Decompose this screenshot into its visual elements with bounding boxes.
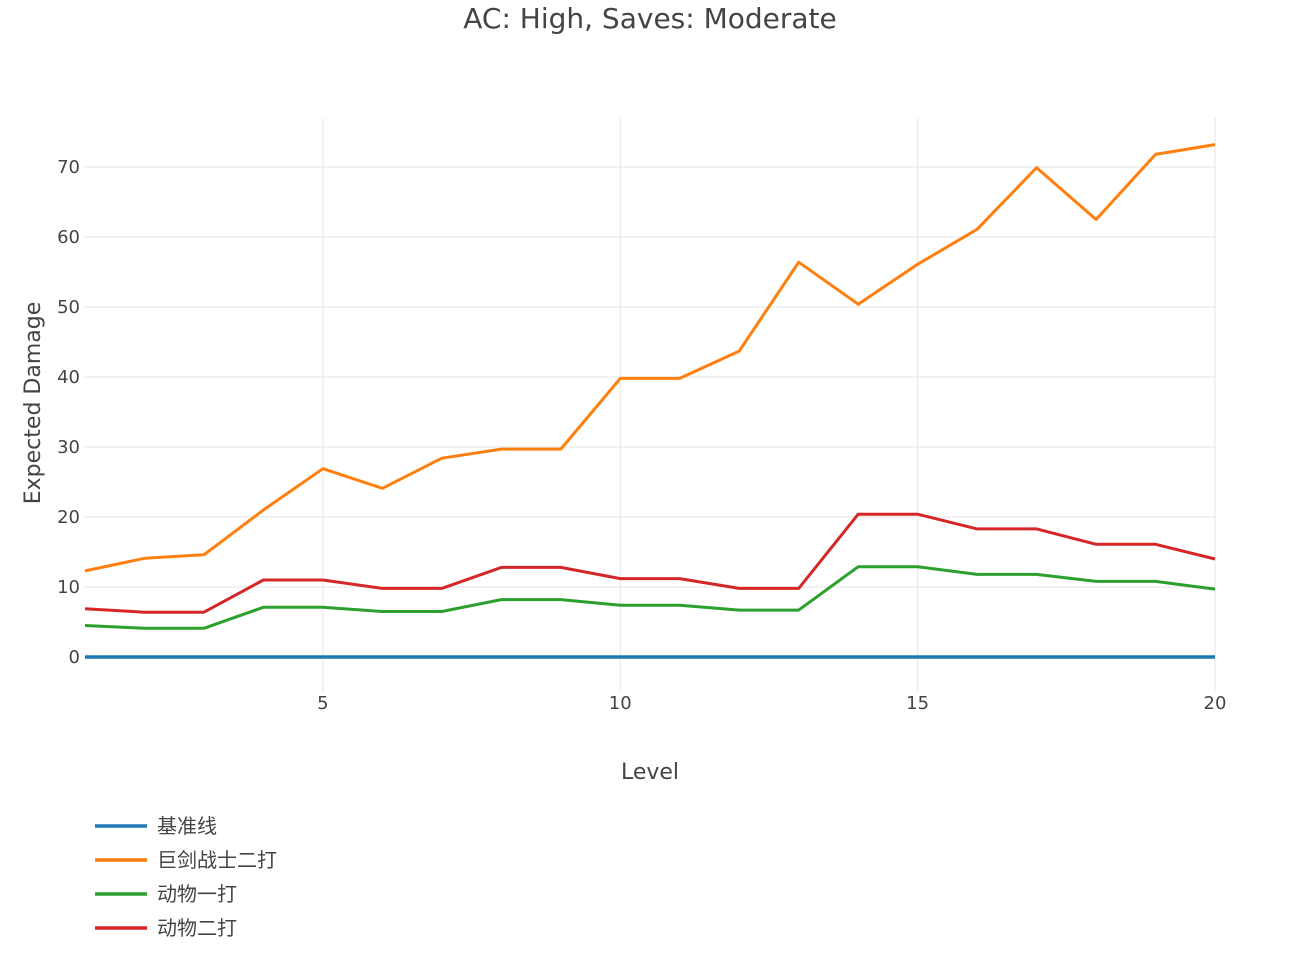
y-tick-label: 40 [57,367,80,388]
y-tick-label: 70 [57,157,80,178]
x-tick-label: 5 [317,693,328,714]
y-tick-label: 30 [57,437,80,458]
y-tick-label: 20 [57,507,80,528]
y-tick-label: 10 [57,577,80,598]
x-tick-label: 10 [609,693,632,714]
series-line-2 [84,143,1216,573]
series-line-3 [84,565,1216,630]
chart-title: AC: High, Saves: Moderate [463,2,837,35]
grid-layer [85,118,1216,692]
legend-label-2: 巨剑战士二打 [157,848,277,872]
y-tick-label: 0 [69,647,80,668]
legend-label-3: 动物一打 [157,882,237,906]
x-tick-label: 15 [906,693,929,714]
y-tick-label: 60 [57,227,80,248]
y-tick-label: 50 [57,297,80,318]
y-axis-title: Expected Damage [21,302,46,504]
legend-label-1: 基准线 [157,814,217,838]
x-axis-title: Level [621,760,679,785]
legend-label-4: 动物二打 [157,916,237,940]
tick-layer: 0 10 20 30 40 50 60 70 5 10 15 20 [57,157,1226,714]
series-line-4 [84,512,1216,614]
x-tick-label: 20 [1204,693,1227,714]
series-layer [84,143,1216,659]
